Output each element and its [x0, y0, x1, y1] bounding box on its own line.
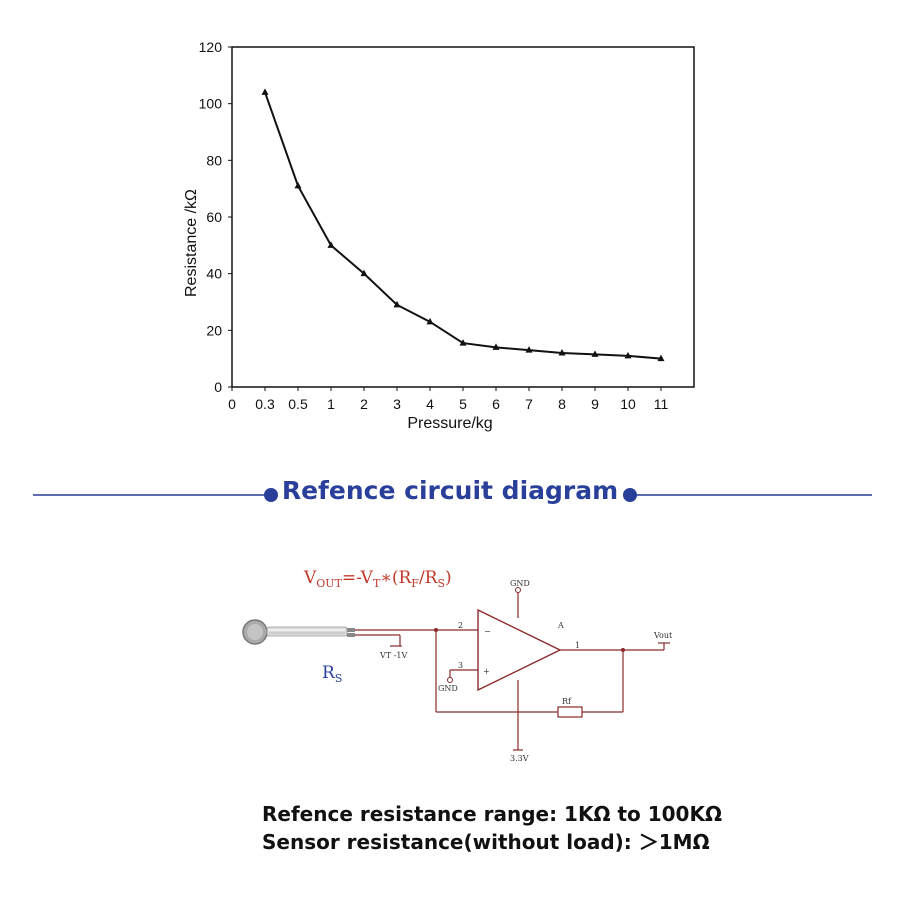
x-tick-label: 7 — [525, 396, 533, 412]
gnd-left-terminal — [447, 677, 453, 683]
data-point-marker — [459, 339, 467, 346]
x-tick-label: 5 — [459, 396, 467, 412]
y-tick-label: 60 — [206, 209, 222, 225]
spec-list: Refence resistance range: 1KΩ to 100KΩ S… — [262, 800, 822, 856]
x-tick-label: 2 — [360, 396, 368, 412]
data-point-marker — [327, 241, 335, 248]
x-tick-label: 8 — [558, 396, 566, 412]
plot-frame — [231, 46, 695, 388]
amp-label: A — [557, 621, 564, 630]
y-tick-label: 80 — [206, 152, 222, 168]
minus-sign: − — [484, 627, 491, 636]
y-axis: 0 20 40 60 80 100 120 — [199, 39, 232, 395]
pin-3-label: 3 — [458, 661, 463, 670]
supply-label: 3.3V — [510, 754, 529, 763]
x-tick-label: 10 — [620, 396, 636, 412]
x-tick-label: 0 — [228, 396, 236, 412]
data-point-marker — [360, 269, 368, 277]
gnd-top-label: GND — [510, 579, 530, 588]
y-tick-label: 40 — [206, 266, 222, 282]
spec-reference-range: Refence resistance range: 1KΩ to 100KΩ — [262, 802, 722, 826]
formula: VOUT=-VT∗(RF/RS) — [303, 568, 452, 590]
junction-right — [621, 648, 625, 652]
x-tick-label: 0.3 — [255, 396, 275, 412]
pin-1-label: 1 — [575, 641, 580, 650]
x-tick-label: 9 — [591, 396, 599, 412]
plus-sign: + — [483, 667, 490, 676]
x-tick-label: 0.5 — [288, 396, 308, 412]
gnd-top-terminal — [515, 587, 521, 593]
data-point-marker — [261, 88, 269, 95]
x-tick-label: 4 — [426, 396, 434, 412]
vout-label: Vout — [653, 631, 673, 640]
x-tick-label: 1 — [327, 396, 335, 412]
data-point-marker — [393, 300, 401, 308]
x-axis-title: Pressure/kg — [407, 415, 492, 432]
op-amp-symbol — [477, 608, 562, 692]
section-title: Refence circuit diagram — [281, 476, 619, 505]
data-point-marker — [558, 349, 566, 356]
y-tick-label: 20 — [206, 322, 222, 338]
pin-2-label: 2 — [458, 621, 463, 630]
circuit-diagram: VOUT=-VT∗(RF/RS) RS — [230, 548, 700, 778]
data-point-marker — [525, 346, 533, 353]
y-tick-label: 0 — [214, 379, 222, 395]
y-axis-title: Resistance /kΩ — [183, 189, 200, 297]
data-point-marker — [294, 181, 302, 189]
chart-canvas: 0 0.3 0.5 1 2 3 4 5 6 7 8 9 10 11 0 20 40 60 80 100 120 Pre… — [183, 39, 695, 432]
series-points — [261, 88, 665, 362]
y-tick-label: 120 — [199, 39, 223, 55]
spec-sensor-resistance: Sensor resistance(without load): ＞1MΩ — [262, 830, 710, 854]
rf-label: Rf — [562, 697, 572, 706]
rf-resistor — [557, 706, 583, 718]
gnd-left-label: GND — [438, 684, 458, 693]
x-tick-label: 6 — [492, 396, 500, 412]
data-point-marker — [657, 354, 665, 362]
x-tick-label: 3 — [393, 396, 401, 412]
series-line — [264, 92, 662, 360]
circuit-wires — [355, 592, 670, 750]
section-header — [0, 470, 900, 520]
x-tick-label: 11 — [654, 396, 669, 412]
fsr-sensor-icon — [242, 619, 355, 645]
x-axis: 0 0.3 0.5 1 2 3 4 5 6 7 8 9 10 11 — [228, 387, 668, 412]
rs-label: RS — [322, 663, 342, 685]
y-tick-label: 100 — [199, 96, 223, 112]
junction-left — [434, 628, 438, 632]
divider-dot-left — [264, 488, 278, 502]
data-point-marker — [492, 343, 500, 350]
vt-label: VT -1V — [379, 651, 407, 660]
data-point-marker — [624, 351, 632, 359]
data-point-marker — [591, 350, 599, 357]
resistance-chart: 0 0.3 0.5 1 2 3 4 5 6 7 8 9 10 11 0 20 40 60 80 100 120 Pre… — [183, 39, 695, 432]
data-point-marker — [426, 317, 434, 325]
